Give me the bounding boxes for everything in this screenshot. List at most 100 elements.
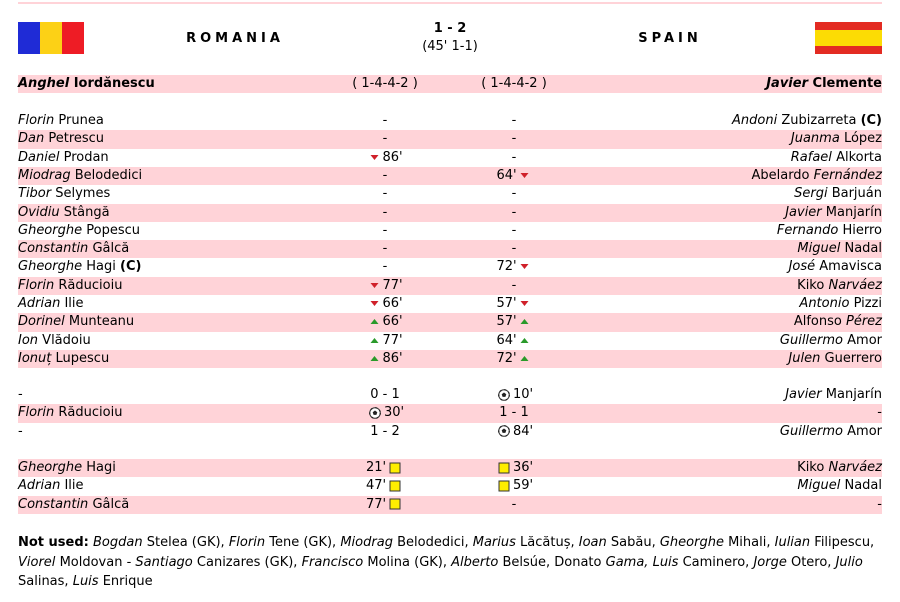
name-part: Anghel xyxy=(18,76,70,91)
cell-text: - xyxy=(511,241,517,257)
home-name: Ion Vlădoiu xyxy=(18,332,91,350)
name-part: Miodrag xyxy=(340,535,393,550)
up-icon xyxy=(520,319,529,325)
down-icon xyxy=(520,172,529,178)
name-part: Florin xyxy=(18,113,55,128)
cell-text: 47' xyxy=(365,478,387,494)
name-part: Canizares (GK), xyxy=(196,554,298,570)
away-cell: - xyxy=(464,112,564,130)
up-icon xyxy=(520,337,529,343)
table-row: - 1 - 2 84' Guillermo Amor xyxy=(18,423,882,441)
away-cell: - xyxy=(464,204,564,222)
name-part: Amor xyxy=(847,332,882,348)
down-icon xyxy=(520,264,529,270)
cell-text: 66' xyxy=(382,296,403,311)
home-name: Florin Răducioiu xyxy=(18,404,122,422)
name-part: Adrian xyxy=(18,478,61,494)
name-part: Moldovan - xyxy=(59,554,132,570)
name-part: (C) xyxy=(860,113,882,128)
up-icon xyxy=(370,337,379,343)
home-name: - xyxy=(18,423,23,441)
up-icon xyxy=(370,355,379,361)
name-part: Selymes xyxy=(55,186,111,202)
cell-text: 21' xyxy=(365,460,387,475)
name-part: Constantin xyxy=(18,241,89,257)
table-row: Adrian Ilie 47' 59' Miguel Nadal xyxy=(18,477,882,495)
home-cell: 30' xyxy=(335,404,435,422)
away-name: Javier Manjarín xyxy=(785,386,882,404)
name-part: Gâlcă xyxy=(92,496,130,512)
table-row: Gheorghe Hagi (C) - 72' José Amavisca xyxy=(18,258,882,276)
ball-icon xyxy=(498,425,510,437)
home-cell: - xyxy=(335,240,435,258)
home-name: Florin Prunea xyxy=(18,112,104,130)
name-part: Hierro xyxy=(842,222,882,238)
name-part: Prodan xyxy=(63,149,109,165)
name-part: Răducioiu xyxy=(58,277,123,293)
name-part: Daniel xyxy=(18,149,60,165)
away-cell: - xyxy=(464,222,564,240)
name-part: Andoni xyxy=(732,113,778,128)
romania-flag xyxy=(18,22,84,54)
name-part: Răducioiu xyxy=(58,405,123,421)
cell-text: - xyxy=(511,277,517,293)
name-part: Marius xyxy=(472,535,516,550)
spain-flag xyxy=(815,22,882,54)
name-part: José xyxy=(788,259,816,275)
name-part: Belodedici, xyxy=(397,535,469,550)
away-name: Abelardo Fernández xyxy=(751,167,882,185)
away-cell: 10' xyxy=(464,386,564,404)
name-part: Amavisca xyxy=(819,259,882,275)
cell-text: - xyxy=(382,186,388,202)
table-row: Constantin Gâlcă - - Miguel Nadal xyxy=(18,240,882,259)
home-name: Constantin Gâlcă xyxy=(18,240,129,258)
cell-text: 77' xyxy=(365,496,387,512)
away-name: Juanma López xyxy=(791,130,882,148)
home-name: Daniel Prodan xyxy=(18,149,109,167)
name-part: Luis xyxy=(652,554,679,570)
name-part: Manjarín xyxy=(825,387,882,402)
name-part: Popescu xyxy=(86,222,140,238)
name-part: Stelea (GK), xyxy=(146,535,225,550)
home-name: Gheorghe Hagi (C) xyxy=(18,258,141,276)
name-part: Gama, xyxy=(605,554,649,570)
away-name: Guillermo Amor xyxy=(780,332,882,350)
away-name: Guillermo Amor xyxy=(780,423,882,441)
away-name: Sergi Barjuán xyxy=(794,185,882,203)
home-cell: 1 - 2 xyxy=(335,423,435,441)
table-row: Gheorghe Popescu - - Fernando Hierro xyxy=(18,222,882,240)
name-part: Narváez xyxy=(828,277,882,293)
home-name: Tibor Selymes xyxy=(18,185,110,203)
name-part: Fernández xyxy=(813,167,882,183)
away-cell: 57' xyxy=(464,313,564,331)
away-cell: - xyxy=(464,130,564,148)
home-name: Constantin Gâlcă xyxy=(18,496,129,514)
name-part: Gheorghe xyxy=(18,222,83,238)
table-row: Ionuț Lupescu 86' 72' Julen Guerrero xyxy=(18,349,882,369)
cell-text: - xyxy=(382,259,388,275)
away-name: Antonio Pizzi xyxy=(799,295,882,313)
name-part: Prunea xyxy=(58,113,104,128)
cell-text: 86' xyxy=(382,350,403,366)
away-name: Julen Guerrero xyxy=(788,350,882,368)
name-part: Gâlcă xyxy=(92,241,130,257)
name-part: Santiago xyxy=(135,554,193,570)
home-cell: 86' xyxy=(335,350,435,368)
name-part: Mihali, xyxy=(728,535,771,550)
name-part: Hagi xyxy=(86,259,116,275)
away-cell: - xyxy=(464,149,564,167)
away-name: Kiko Narváez xyxy=(797,277,882,295)
name-part: Alkorta xyxy=(836,149,882,165)
cell-text: 59' xyxy=(512,478,534,494)
name-part: Sabău, xyxy=(610,535,656,550)
name-part: Hagi xyxy=(86,460,116,475)
table-row: Gheorghe Hagi 21' 36' Kiko Narváez xyxy=(18,459,882,478)
yellow-icon xyxy=(389,480,401,492)
name-part: - xyxy=(877,405,882,421)
away-name: Miguel Nadal xyxy=(797,240,882,258)
home-cell: - xyxy=(335,185,435,203)
away-cell: - xyxy=(464,240,564,258)
home-cell: 66' xyxy=(335,295,435,313)
name-part: Tibor xyxy=(18,186,52,202)
